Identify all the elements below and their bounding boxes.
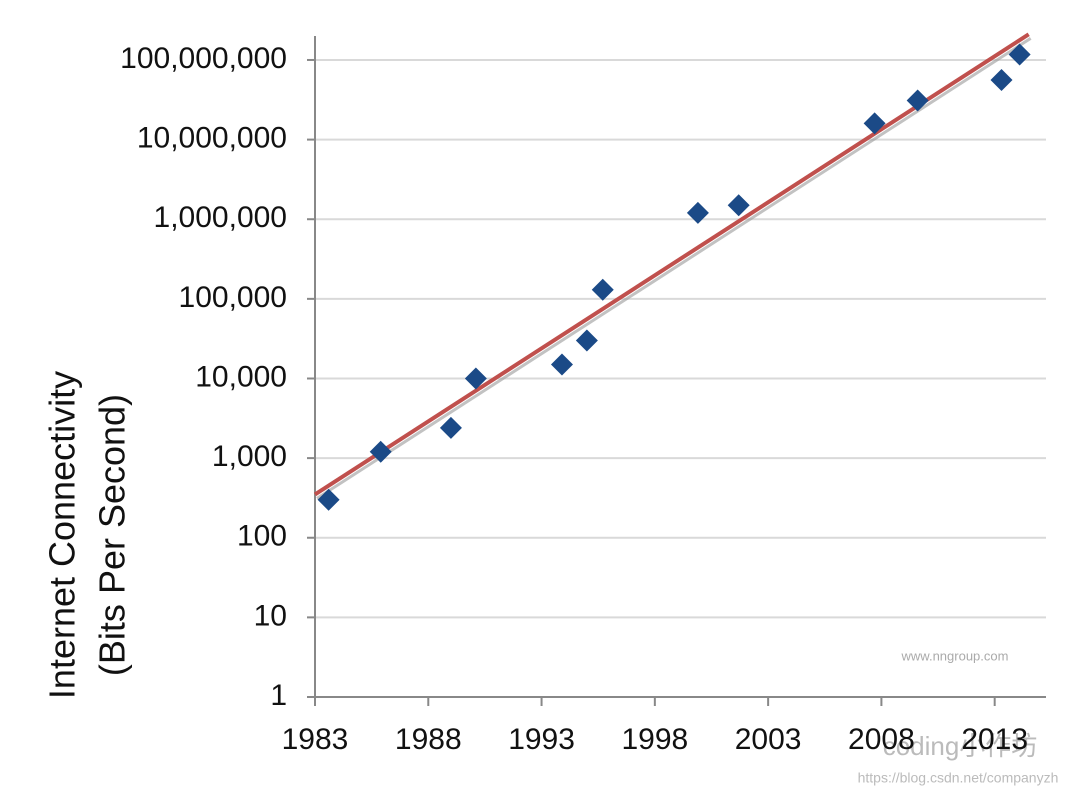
x-tick-label: 1983 xyxy=(282,723,349,756)
data-point xyxy=(369,440,392,463)
data-point xyxy=(591,278,614,301)
trendline-shadow xyxy=(316,37,1032,500)
x-tick-label: 1998 xyxy=(621,723,688,756)
x-tick-label: 2008 xyxy=(848,723,915,756)
y-tick-label: 10 xyxy=(254,599,287,632)
data-point xyxy=(1008,43,1031,66)
y-tick-label: 1 xyxy=(270,679,287,712)
data-point xyxy=(550,353,573,376)
x-tick-label: 1993 xyxy=(508,723,575,756)
data-point xyxy=(686,201,709,224)
y-tick-label: 1,000,000 xyxy=(154,201,287,234)
x-tick-label: 2013 xyxy=(961,723,1028,756)
watermark: www.nngroup.com xyxy=(901,648,1009,663)
data-point xyxy=(990,69,1013,92)
data-point xyxy=(439,416,462,439)
watermark: coding小作坊 xyxy=(883,731,1038,761)
y-tick-label: 1,000 xyxy=(212,440,287,473)
y-tick-label: 100,000,000 xyxy=(120,42,287,75)
y-tick-label: 10,000 xyxy=(195,360,287,393)
y-tick-label: 100,000 xyxy=(179,281,287,314)
data-point xyxy=(464,367,487,390)
data-point xyxy=(317,488,340,511)
data-point xyxy=(906,89,929,112)
data-point xyxy=(863,112,886,135)
y-tick-label: 10,000,000 xyxy=(137,122,287,155)
watermark: https://blog.csdn.net/companyzh xyxy=(858,770,1059,786)
y-axis-label: (Bits Per Second) xyxy=(92,394,133,676)
y-axis-label: Internet Connectivity xyxy=(42,371,83,699)
y-tick-label: 100 xyxy=(237,520,287,553)
x-tick-label: 2003 xyxy=(735,723,802,756)
trendline xyxy=(313,32,1030,497)
data-point xyxy=(727,194,750,217)
data-point xyxy=(575,329,598,352)
x-tick-label: 1988 xyxy=(395,723,462,756)
